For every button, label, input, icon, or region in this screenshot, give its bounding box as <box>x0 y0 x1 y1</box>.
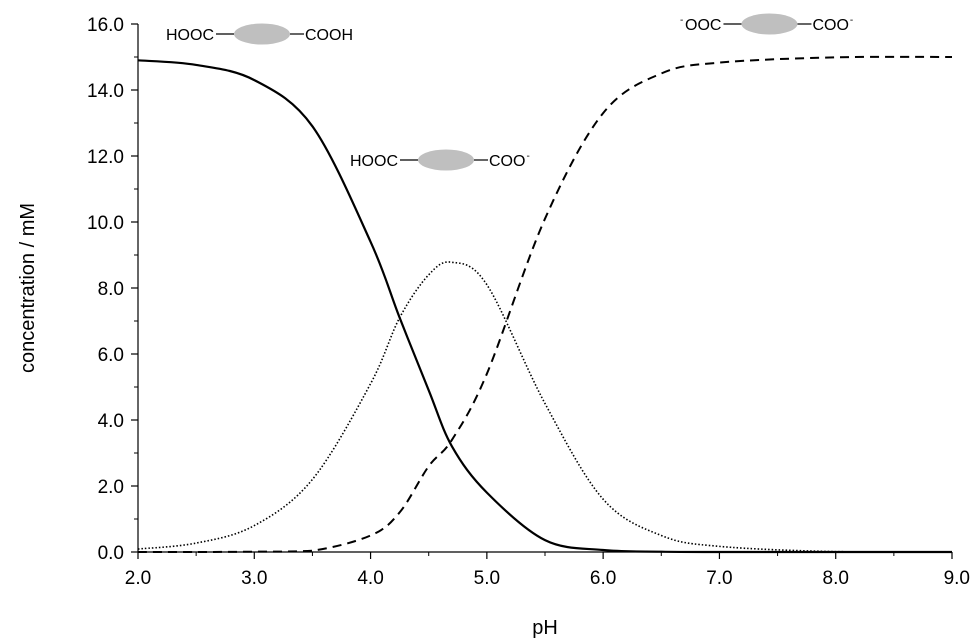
y-tick-label: 0.0 <box>98 543 124 564</box>
y-tick-label: 14.0 <box>87 81 124 102</box>
right-group-text: COOH <box>305 27 353 44</box>
left-group-text: OOC <box>685 17 721 34</box>
x-tick-label: 4.0 <box>357 568 383 589</box>
series-line-dashed <box>138 55 953 553</box>
right-charge-superscript: - <box>526 151 529 162</box>
axes-layer <box>137 24 952 553</box>
left-group-text: HOOC <box>350 153 398 170</box>
species-structure-label: HOOC COOH <box>166 23 353 45</box>
x-tick-label: 3.0 <box>241 568 267 589</box>
y-tick-label: 4.0 <box>98 411 124 432</box>
left-group-text: HOOC <box>166 27 214 44</box>
y-tick-label: 6.0 <box>98 345 124 366</box>
y-tick-label: 10.0 <box>87 213 124 234</box>
species-structure-label: HOOC COO - <box>350 149 530 171</box>
molecule-core-oval <box>418 149 474 171</box>
y-tick-label: 2.0 <box>98 477 124 498</box>
molecule-core-oval <box>741 13 798 35</box>
y-tick-label: 12.0 <box>87 147 124 168</box>
x-tick-label: 2.0 <box>125 568 151 589</box>
x-tick-label: 6.0 <box>590 568 616 589</box>
y-tick-label: 8.0 <box>98 279 124 300</box>
species-structure-label: - OOC COO - <box>680 13 853 35</box>
x-tick-label: 7.0 <box>706 568 732 589</box>
series-line-solid <box>137 59 952 554</box>
left-charge-superscript: - <box>680 15 683 26</box>
x-tick-label: 8.0 <box>823 568 849 589</box>
x-tick-label: 9.0 <box>944 568 970 589</box>
series-line-dotted <box>137 261 953 553</box>
x-axis-title: pH <box>532 617 558 639</box>
right-group-text: COO <box>812 17 848 34</box>
x-tick-label: 5.0 <box>474 568 500 589</box>
series-layer <box>137 55 953 554</box>
molecule-core-oval <box>234 23 290 45</box>
right-charge-superscript: - <box>850 15 853 26</box>
y-tick-label: 16.0 <box>87 15 124 36</box>
y-axis-title: concentration / mM <box>17 203 39 373</box>
ticks-layer: 0.02.04.06.08.010.012.014.016.02.0 3.0 4.0… <box>87 15 970 589</box>
right-group-text: COO <box>489 153 525 170</box>
